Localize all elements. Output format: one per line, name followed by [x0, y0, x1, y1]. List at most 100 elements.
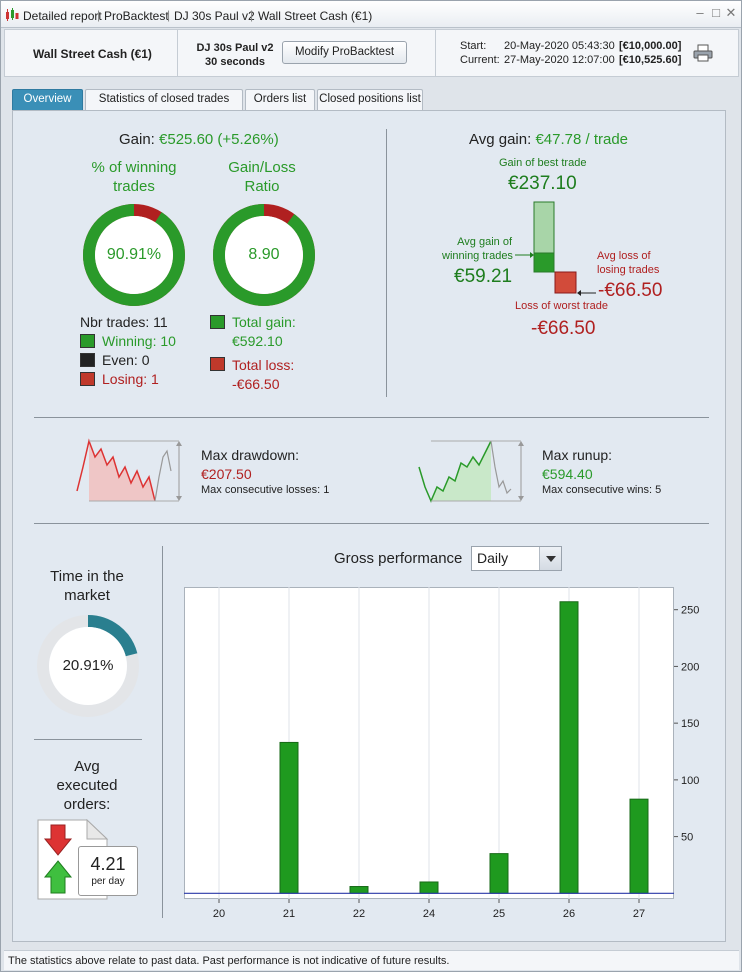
worst-trade-value: -€66.50	[531, 318, 596, 339]
breadcrumb-detailed-report[interactable]: Detailed report	[23, 9, 102, 23]
losing-swatch	[80, 372, 95, 386]
donut-center	[225, 216, 303, 294]
start-capital: [€10,000.00]	[619, 40, 682, 52]
drawdown-sub: Max consecutive losses: 1	[201, 484, 330, 496]
nbr-trades: Nbr trades: 11	[80, 314, 168, 330]
avg-orders-line: orders:	[63, 796, 111, 813]
strategy-name: DJ 30s Paul v2	[196, 42, 274, 54]
best-trade-value: €237.10	[508, 173, 577, 194]
time-market-line: Time in the	[50, 568, 124, 585]
chart-ytick-label: 150	[681, 718, 699, 730]
chart-bar	[419, 881, 439, 894]
candlestick-icon	[6, 8, 19, 21]
orders-per-day-box: 4.21 per day	[78, 846, 138, 896]
title-bar: Detailed report | ProBacktest | DJ 30s P…	[1, 1, 741, 28]
divider	[435, 30, 436, 76]
breadcrumb-probacktest[interactable]: ProBacktest	[104, 9, 169, 23]
time-in-market-donut	[37, 615, 139, 717]
gain-loss-ratio-donut	[213, 204, 315, 306]
chart-xtick-label: 21	[283, 908, 295, 920]
horizontal-divider	[34, 417, 709, 418]
gain-label: Gain:	[119, 131, 160, 148]
avg-orders-line: Avg	[74, 758, 100, 775]
chart-bar	[629, 798, 649, 894]
current-capital: [€10,525.60]	[619, 54, 682, 66]
tab-orders-list[interactable]: Orders list	[245, 89, 315, 110]
start-date: 20-May-2020 05:43:30	[504, 40, 615, 52]
tab-closed-positions-list[interactable]: Closed positions list	[317, 89, 423, 110]
avg-gain-label: Avg gain:	[469, 131, 536, 148]
gain-value: €525.60 (+5.26%)	[159, 131, 279, 148]
arrow-up-icon	[43, 860, 73, 894]
arrow-right-icon	[515, 252, 534, 258]
worst-trade-label: Loss of worst trade	[515, 300, 608, 312]
breadcrumb-separator: |	[167, 8, 171, 22]
maximize-icon[interactable]: □	[712, 5, 720, 20]
winning-swatch	[80, 334, 95, 348]
close-icon[interactable]: ✕	[725, 5, 737, 20]
instrument-name: Wall Street Cash (€1)	[33, 47, 152, 61]
chart-bar	[349, 886, 369, 894]
total-loss-label: Total loss:	[232, 357, 295, 373]
avg-loss-value: -€66.50	[598, 280, 663, 301]
avg-gain-heading: Avg gain: €47.78 / trade	[469, 131, 628, 148]
breadcrumb-separator: |	[250, 8, 254, 22]
chart-ytick-label: 100	[681, 775, 699, 787]
chart-ytick-label: 50	[681, 832, 693, 844]
vertical-divider	[162, 546, 163, 918]
breadcrumb-instrument[interactable]: Wall Street Cash (€1)	[258, 9, 373, 23]
chart-xtick-label: 25	[493, 908, 505, 920]
print-icon[interactable]	[693, 44, 713, 62]
arrow-up-icon	[176, 441, 182, 446]
time-in-market-value: 20.91%	[62, 657, 114, 674]
winning-trades-title: % of winning trades	[73, 158, 195, 196]
chevron-down-icon[interactable]	[539, 547, 561, 570]
minimize-icon[interactable]: –	[696, 5, 704, 20]
drawdown-line-tail	[154, 449, 172, 502]
arrow-down-icon	[43, 824, 73, 856]
arrow-down-icon	[176, 496, 182, 501]
drawdown-value: €207.50	[201, 466, 252, 482]
horizontal-divider	[34, 739, 142, 740]
avg-orders-line: executed	[56, 777, 118, 794]
time-market-line: market	[64, 587, 110, 604]
winning-title-line: % of winning	[91, 159, 177, 176]
total-gain-value: €592.10	[232, 333, 283, 349]
best-trade-label: Gain of best trade	[499, 157, 587, 169]
even-count: Even: 0	[102, 352, 150, 368]
donut-win-arc	[83, 204, 185, 306]
period-select-value: Daily	[477, 550, 509, 566]
tab-statistics-closed-trades[interactable]: Statistics of closed trades	[85, 89, 243, 110]
gain-heading: Gain: €525.60 (+5.26%)	[119, 131, 279, 148]
winning-trades-donut	[83, 204, 185, 306]
arrow-left-icon	[577, 290, 596, 296]
chart-xtick-label: 27	[633, 908, 645, 920]
total-loss-swatch	[210, 357, 225, 371]
runup-label: Max runup:	[542, 447, 613, 463]
avg-gain-value: €47.78 / trade	[535, 131, 629, 148]
avg-win-value: €59.21	[454, 266, 513, 287]
chart-xtick-label: 24	[423, 908, 435, 920]
breadcrumb-strategy[interactable]: DJ 30s Paul v2	[174, 9, 255, 23]
period-select[interactable]: Daily	[471, 546, 562, 571]
arrow-up-icon	[518, 441, 524, 446]
drawdown-sparkline	[76, 438, 182, 502]
runup-value: €594.40	[542, 466, 593, 482]
disclaimer-footer: The statistics above relate to past data…	[4, 950, 739, 970]
avg-win-bar	[533, 252, 555, 273]
vertical-divider	[386, 129, 387, 397]
current-date: 27-May-2020 12:07:00	[504, 54, 615, 66]
drawdown-line	[76, 438, 156, 502]
chart-xtick-label: 20	[213, 908, 225, 920]
ratio-value: 8.90	[248, 246, 280, 263]
trade-range-bars	[533, 201, 577, 294]
horizontal-divider	[34, 523, 709, 524]
drawdown-label: Max drawdown:	[201, 447, 300, 463]
modify-probacktest-button[interactable]: Modify ProBacktest	[282, 41, 407, 64]
donut-center	[49, 627, 127, 705]
avg-win-label: Avg gain of winning trades	[442, 235, 513, 263]
avg-orders-title: Avg executed orders:	[34, 757, 140, 814]
total-gain-swatch	[210, 315, 225, 329]
tab-overview[interactable]: Overview	[12, 89, 83, 110]
